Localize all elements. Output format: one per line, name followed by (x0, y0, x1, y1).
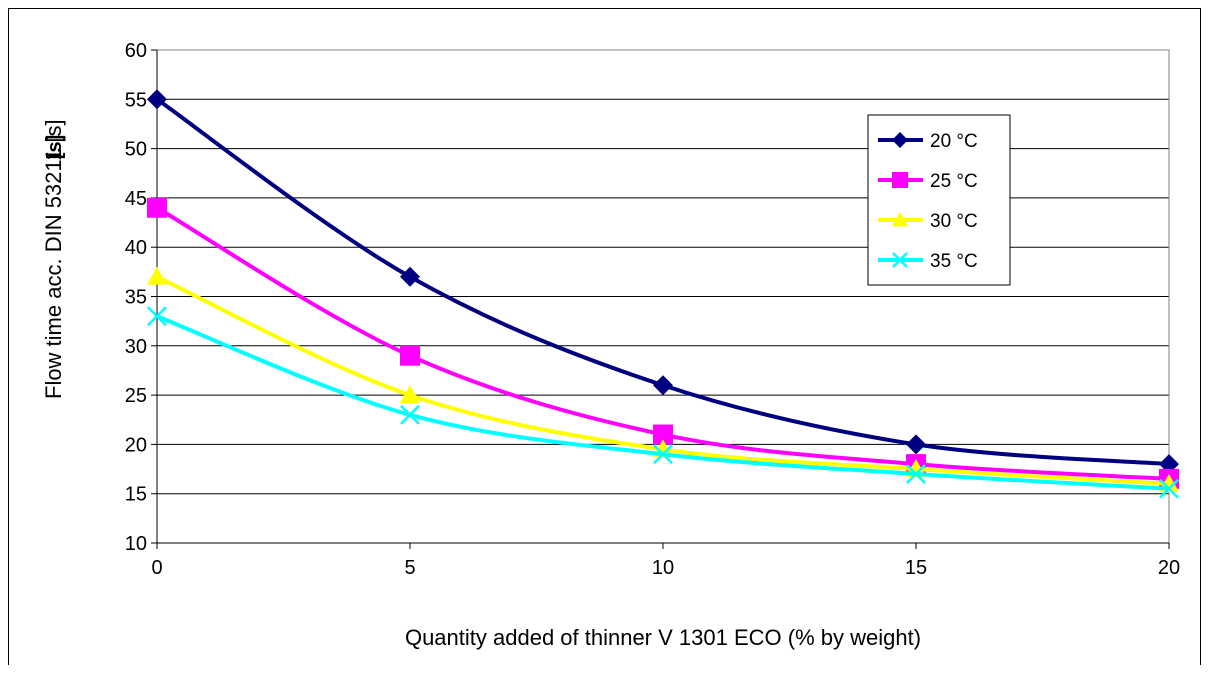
legend-item: 35 °C (878, 251, 978, 272)
data-point (892, 172, 908, 188)
legend-item: 25 °C (878, 171, 978, 192)
legend-label: 35 °C (930, 251, 978, 272)
legend-label: 20 °C (930, 131, 978, 152)
data-point (400, 345, 420, 366)
x-axis-title: Quantity added of thinner V 1301 ECO (% … (405, 625, 921, 650)
x-tick-label: 10 (652, 557, 674, 579)
legend: 20 °C 25 °C 30 °C 35 °C (867, 114, 1011, 286)
y-tick-label: 45 (125, 188, 147, 210)
data-point-stroke (1159, 478, 1179, 499)
data-point (653, 444, 673, 465)
data-point (400, 385, 420, 404)
data-point-stroke (892, 252, 908, 268)
y-tick-label: 15 (125, 484, 147, 506)
series-line (155, 97, 1170, 467)
series-lines (147, 89, 1179, 499)
y-axis-unit-label: [s] (44, 135, 66, 159)
y-tick-label: 25 (125, 385, 147, 407)
grid-lines (157, 98, 1169, 495)
y-tick-label: 55 (125, 89, 147, 111)
y-tick-label: 35 (125, 287, 147, 309)
legend-label: 30 °C (930, 211, 978, 232)
y-tick-label: 60 (125, 40, 147, 62)
legend-box (867, 114, 1011, 286)
data-point (1159, 478, 1179, 499)
series-line (156, 314, 1170, 491)
data-point-stroke (400, 404, 420, 425)
x-tick-label: 20 (1158, 557, 1180, 579)
data-point (400, 404, 420, 425)
data-point (892, 212, 908, 227)
y-tick-label: 10 (125, 533, 147, 555)
data-point (147, 306, 167, 327)
y-tick-label: 20 (125, 434, 147, 456)
legend-label: 25 °C (930, 171, 978, 192)
line-chart: 10 15 20 25 30 35 40 45 50 55 60 0 5 10 15 20 20 °C 25 °… (41, 40, 1180, 650)
data-point (892, 132, 908, 148)
data-point (653, 375, 673, 396)
series-0 (147, 89, 1179, 475)
data-point-stroke (653, 444, 673, 465)
y-tick-label: 40 (125, 237, 147, 259)
x-tick-label: 5 (404, 557, 415, 579)
chart-frame: 10 15 20 25 30 35 40 45 50 55 60 0 5 10 15 20 20 °C 25 °… (8, 8, 1201, 665)
axis-ticks: 10 15 20 25 30 35 40 45 50 55 60 0 5 10 15 20 (125, 40, 1180, 579)
y-tick-label: 50 (125, 139, 147, 161)
data-point (906, 434, 926, 455)
x-tick-label: 15 (905, 557, 927, 579)
legend-item: 20 °C (878, 131, 978, 152)
data-point (892, 252, 908, 268)
data-point-stroke (906, 464, 926, 484)
legend-item: 30 °C (878, 211, 978, 232)
data-point (147, 266, 167, 285)
y-axis-title: Flow time acc. DIN 53211 [s] (41, 119, 66, 399)
x-tick-label: 0 (151, 557, 162, 579)
data-point (906, 464, 926, 484)
data-point (147, 197, 167, 218)
data-point (653, 424, 673, 445)
series-3 (147, 306, 1179, 499)
data-point (400, 266, 420, 287)
y-tick-label: 30 (125, 336, 147, 358)
data-point (147, 89, 167, 110)
data-point-stroke (147, 306, 167, 327)
